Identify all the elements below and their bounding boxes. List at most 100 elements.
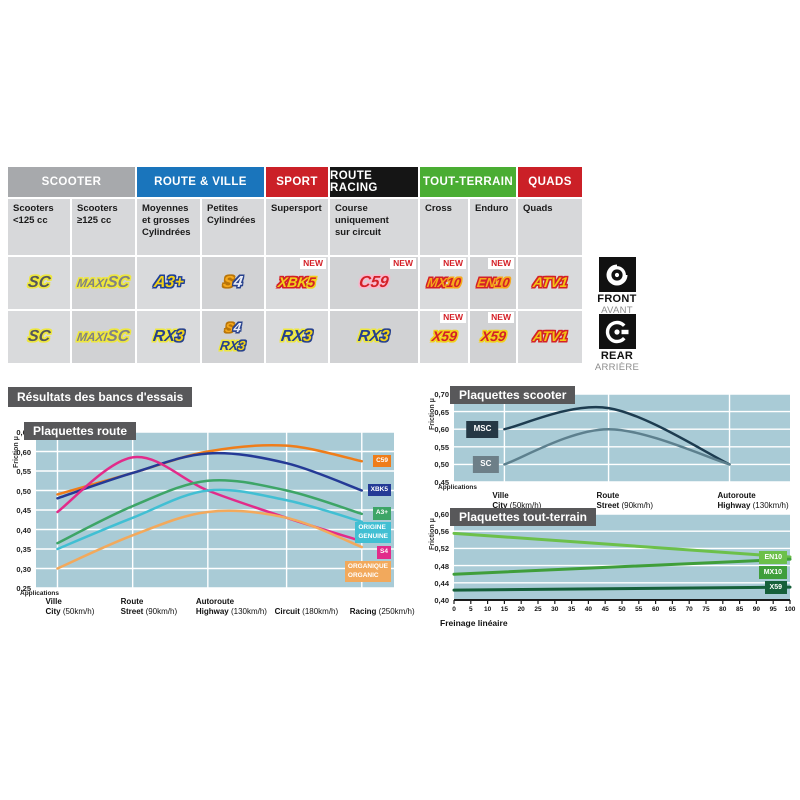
y-tick-label: 0,30 [16, 564, 31, 574]
subheader-scooters: Scooters ≥125 cc [72, 199, 135, 255]
y-tick-label: 0,50 [434, 460, 449, 470]
y-tick-label: 0,48 [434, 561, 449, 571]
x-tick-label: 60 [651, 606, 660, 613]
new-badge: NEW [488, 311, 514, 323]
chart-title: Plaquettes route [24, 422, 137, 440]
x-tick-label: 10 [483, 606, 492, 613]
logo-part: SC [26, 327, 52, 345]
x-tick-label: 15 [500, 606, 509, 613]
x-tick-label: 95 [769, 606, 777, 613]
logo-part: 10 [445, 274, 463, 290]
front-disc-icon [598, 257, 636, 292]
y-tick-label: 0,70 [434, 390, 449, 399]
logo-sc: SC [26, 273, 52, 291]
x-tick-label: 35 [567, 606, 576, 613]
logo-part: MAXI [76, 275, 109, 290]
legend-en10: EN10 [759, 550, 787, 564]
series-line-sc [503, 427, 731, 466]
new-badge: NEW [440, 257, 466, 269]
y-tick-label: 0,60 [16, 447, 31, 457]
product-cell-rear-maxisc: MAXISC [72, 310, 135, 363]
y-tick-label: 0,45 [16, 506, 31, 515]
y-tick-label: 0,40 [434, 596, 449, 605]
category-line2: Circuit (180km/h) [274, 606, 339, 616]
x-tick-label: 50 [618, 606, 626, 613]
x-category-city: Ville City (50km/h) [45, 597, 94, 616]
subheader-course: Course uniquement sur circuit [330, 199, 418, 255]
y-tick-label: 0,52 [434, 544, 449, 554]
y-axis-label: Friction μ [13, 436, 20, 468]
category-line1: Ville [45, 597, 62, 606]
logo-part: 4 [232, 319, 243, 335]
product-cell-rear-s4-rx3: S4 RX3 [202, 310, 264, 363]
header-group-tout-terrain: TOUT-TERRAIN [420, 167, 516, 197]
chart-title: Plaquettes tout-terrain [450, 508, 597, 526]
legend-text: XBK5 [370, 486, 388, 493]
x-category-city: Ville City (50km/h) [492, 491, 541, 510]
section-title: Résultats des bancs d'essais [8, 387, 193, 407]
product-cell-front-a3: A3+ [137, 256, 200, 309]
legend-text: EN10 [764, 553, 782, 561]
logo-part: XBK [277, 273, 310, 290]
product-cell-front-s4: S4 [202, 256, 264, 309]
category-line2: Highway (130km/h) [195, 606, 267, 616]
logo-part: 4 [232, 273, 245, 291]
logo-part: X59 [479, 327, 507, 344]
category-line2: Highway (130km/h) [717, 500, 789, 510]
logo-part: SC [26, 273, 52, 291]
product-cell-rear-rx3: RX3 [330, 310, 418, 363]
category-line1: Autoroute [195, 597, 235, 606]
logo-part: EN [475, 274, 496, 290]
category-line1: Route [120, 597, 144, 606]
y-tick-label: 0,55 [16, 467, 31, 476]
y-tick-label: 0,65 [434, 407, 449, 417]
product-cell-rear-rx3: RX3 [266, 310, 328, 363]
x-tick-label: 55 [635, 606, 643, 613]
x-axis-caption: Applications [20, 590, 60, 597]
subheader-enduro: Enduro [470, 199, 516, 255]
category-line1: Ville [492, 491, 509, 500]
x-tick-label: 80 [719, 606, 727, 613]
logo-part: RX [151, 327, 177, 345]
legend-organique-organic: ORGANIQUE ORGANIC [344, 561, 391, 583]
logo-part: 3 [302, 327, 314, 345]
logo-en10: EN10 [476, 275, 511, 291]
series-line-a3 [56, 478, 364, 545]
y-tick-label: 0,65 [8, 428, 31, 437]
rear-label-fr: ARRIÈRE [594, 362, 640, 373]
x-tick-label: 85 [735, 606, 744, 613]
logo-sc: SC [26, 327, 52, 345]
logo-part: MAXI [76, 329, 109, 344]
header-group-quads: QUADS [518, 167, 582, 197]
legend-origine-genuine: ORIGINE GENUINE [355, 522, 391, 544]
x-tick-label: 90 [752, 606, 761, 613]
y-axis-label: Friction μ [429, 518, 436, 550]
subheader-scooters: Scooters <125 cc [8, 199, 70, 255]
chart-plaquettes-tout-terrain: 0 5 10 15 20 25 30 35 40 45 50 55 60 65 70 75 80 85 90 95 10… [424, 506, 796, 636]
x-category-racing: Racing (250km/h) [350, 597, 415, 616]
legend-text: GENUINE [358, 532, 388, 540]
category-line2: City (50km/h) [492, 500, 542, 510]
legend-text: A3+ [375, 509, 388, 517]
logo-part: 3 [379, 327, 391, 345]
logo-part: A3+ [152, 273, 185, 291]
new-badge: NEW [440, 311, 466, 323]
logo-xbk5: XBK5 [277, 273, 317, 291]
logo-part: 10 [493, 274, 511, 290]
x-tick-label: 20 [517, 606, 525, 613]
logo-part: X59 [430, 327, 458, 344]
category-line1 [350, 597, 415, 607]
legend-s4: S4 [377, 546, 391, 559]
x-tick-label: 75 [702, 606, 710, 613]
new-badge: NEW [390, 257, 416, 269]
legend-text: ORGANIQUE [347, 563, 388, 571]
legend-x59: X59 [764, 580, 787, 594]
x-category-highway: Autoroute Highway (130km/h) [718, 491, 789, 510]
legend-mx10: MX10 [758, 565, 787, 579]
y-tick-label: 0,45 [434, 478, 449, 487]
logo-rx3: RX3 [151, 327, 186, 345]
legend-text: MX10 [763, 568, 782, 576]
rear-label-en: REAR [600, 350, 634, 362]
legend-text: X59 [769, 583, 782, 591]
